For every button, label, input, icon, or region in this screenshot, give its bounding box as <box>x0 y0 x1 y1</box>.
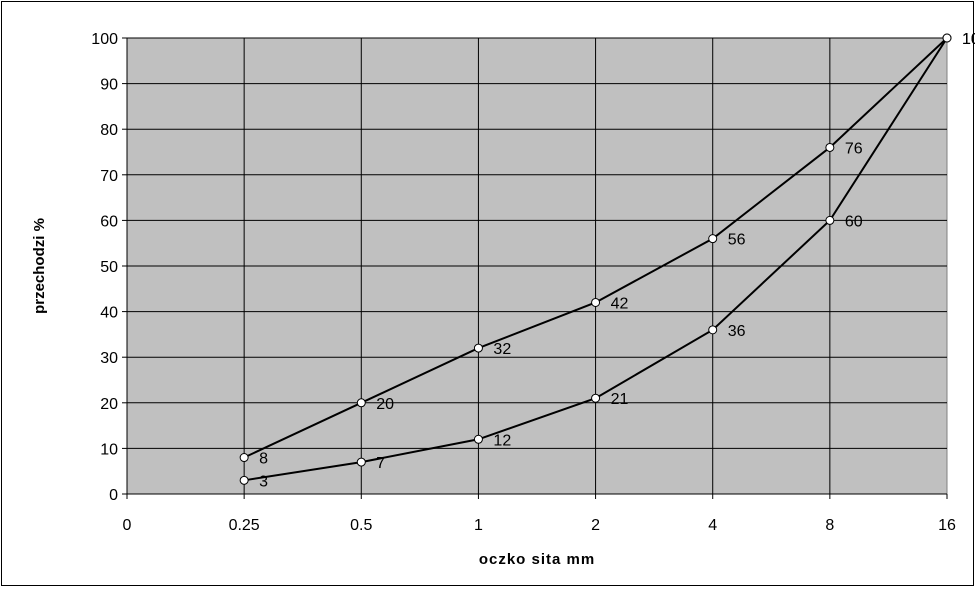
series-2: 3 7 12 21 36 60 100 <box>239 31 975 490</box>
data-point <box>473 434 483 444</box>
data-point <box>356 398 366 408</box>
x-tick-label: 1 <box>474 517 483 534</box>
data-label: 7 <box>376 455 385 472</box>
x-tick-label: 0.25 <box>229 517 260 534</box>
gridlines <box>127 37 947 494</box>
y-axis-title: przechodzi % <box>31 218 48 314</box>
x-tick-label: 16 <box>938 517 956 534</box>
y-tick-label: 70 <box>100 168 118 185</box>
axes <box>122 37 948 499</box>
y-tick-label: 50 <box>100 259 118 276</box>
data-point <box>591 297 601 307</box>
x-axis-title: oczko sita mm <box>479 551 595 568</box>
series-group: 820324256761003712213660100 <box>239 31 975 490</box>
data-point <box>825 215 835 225</box>
x-tick-label: 4 <box>708 517 717 534</box>
series-1: 8 20 32 42 56 76 100 <box>239 31 975 468</box>
y-tick-label: 90 <box>100 77 118 94</box>
data-point <box>356 457 366 467</box>
x-tick-label: 2 <box>591 517 600 534</box>
data-label: 12 <box>493 432 511 449</box>
x-tick-label: 0.5 <box>350 517 372 534</box>
data-point <box>591 393 601 403</box>
y-tick-label: 30 <box>100 350 118 367</box>
y-tick-label: 20 <box>100 396 118 413</box>
data-label: 36 <box>728 323 746 340</box>
data-label: 42 <box>611 295 629 312</box>
y-tick-label: 0 <box>109 487 118 504</box>
data-label: 60 <box>845 213 863 230</box>
data-label: 76 <box>845 140 863 157</box>
y-tick-label: 80 <box>100 122 118 139</box>
data-label: 8 <box>259 451 268 468</box>
x-tick-label: 8 <box>825 517 834 534</box>
data-point <box>473 343 483 353</box>
y-tick-labels: 0 10 20 30 40 50 60 70 80 90 100 <box>91 31 118 504</box>
data-label: 20 <box>376 396 394 413</box>
data-point <box>239 475 249 485</box>
data-point <box>708 325 718 335</box>
x-tick-labels: 0 0.25 0.5 1 2 4 8 16 <box>123 517 956 534</box>
data-label: 3 <box>259 473 268 490</box>
data-label: 100 <box>962 31 975 48</box>
data-label: 100 <box>962 31 975 48</box>
x-tick-label: 0 <box>123 517 132 534</box>
data-label: 32 <box>493 341 511 358</box>
y-tick-label: 10 <box>100 441 118 458</box>
data-point <box>239 453 249 463</box>
data-point <box>825 142 835 152</box>
data-point <box>708 234 718 244</box>
data-point <box>942 33 952 43</box>
y-tick-label: 40 <box>100 305 118 322</box>
data-label: 56 <box>728 232 746 249</box>
y-tick-label: 60 <box>100 213 118 230</box>
y-tick-label: 100 <box>91 31 118 48</box>
data-label: 21 <box>611 391 629 408</box>
